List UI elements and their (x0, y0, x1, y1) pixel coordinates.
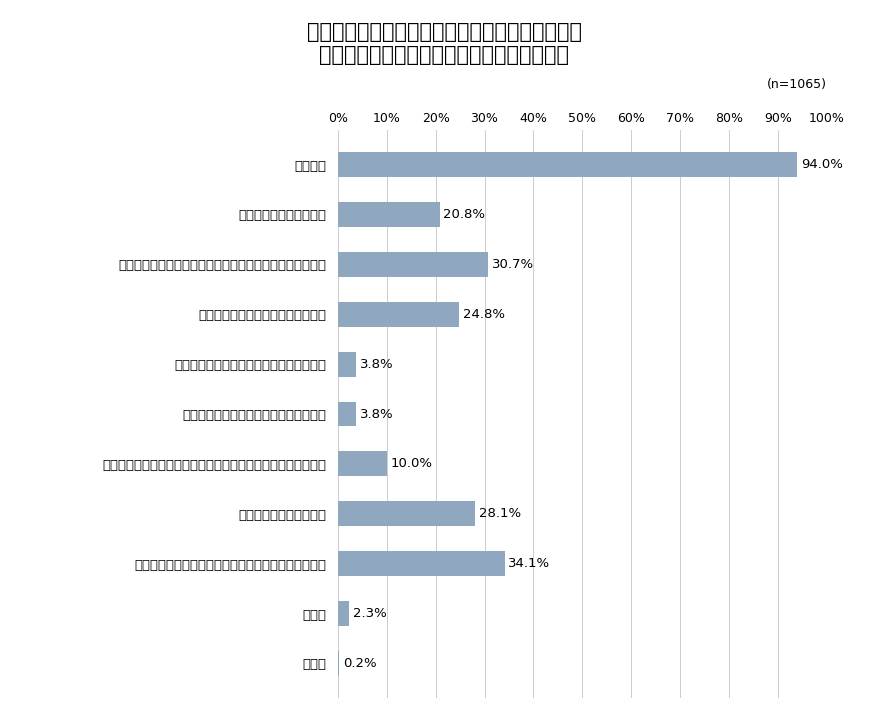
Bar (338, 351, 356, 377)
Text: (n=1065): (n=1065) (767, 78, 827, 91)
Bar (338, 601, 349, 626)
Bar (338, 302, 459, 327)
Text: 24.8%: 24.8% (463, 307, 505, 320)
Text: 2.3%: 2.3% (353, 607, 387, 620)
Bar (338, 402, 356, 426)
Bar (338, 252, 488, 276)
Text: 34.1%: 34.1% (509, 557, 550, 570)
Text: 20.8%: 20.8% (444, 208, 485, 221)
Text: 0.2%: 0.2% (343, 657, 376, 670)
Text: 【契約時における情報セキュリティに関する要請
（仕入先（委託・協力企業）との契約時）】: 【契約時における情報セキュリティに関する要請 （仕入先（委託・協力企業）との契約… (307, 22, 582, 65)
Text: 10.0%: 10.0% (390, 457, 433, 470)
Bar (338, 552, 505, 576)
Bar (338, 651, 339, 676)
Text: 3.8%: 3.8% (360, 358, 394, 371)
Bar (338, 451, 387, 477)
Bar (338, 501, 476, 526)
Bar (338, 152, 797, 177)
Bar (338, 202, 439, 227)
Text: 94.0%: 94.0% (801, 158, 844, 171)
Text: 3.8%: 3.8% (360, 408, 394, 420)
Text: 28.1%: 28.1% (479, 508, 521, 521)
Text: 30.7%: 30.7% (492, 258, 534, 271)
